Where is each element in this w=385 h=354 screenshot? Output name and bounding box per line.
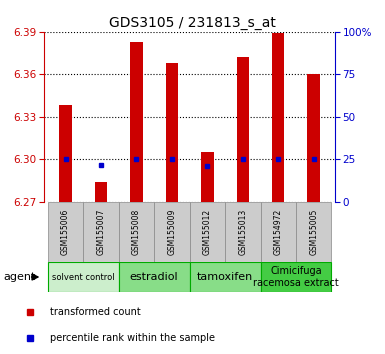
Bar: [225, 202, 261, 262]
Bar: [201, 152, 214, 202]
Text: GDS3105 / 231813_s_at: GDS3105 / 231813_s_at: [109, 16, 276, 30]
Bar: [119, 202, 154, 262]
Text: tamoxifen: tamoxifen: [197, 272, 253, 282]
Bar: [308, 74, 320, 202]
Bar: [261, 202, 296, 262]
Text: percentile rank within the sample: percentile rank within the sample: [50, 333, 216, 343]
Bar: [236, 57, 249, 202]
Bar: [95, 182, 107, 202]
Text: Cimicifuga
racemosa extract: Cimicifuga racemosa extract: [253, 266, 339, 288]
Text: transformed count: transformed count: [50, 307, 141, 317]
Text: GSM154972: GSM154972: [274, 209, 283, 255]
Bar: [83, 202, 119, 262]
Bar: [296, 202, 331, 262]
Bar: [166, 63, 178, 202]
Bar: [130, 42, 143, 202]
Text: GSM155009: GSM155009: [167, 209, 176, 255]
Text: solvent control: solvent control: [52, 273, 115, 281]
Bar: [190, 262, 261, 292]
Text: GSM155005: GSM155005: [309, 209, 318, 255]
Text: estradiol: estradiol: [130, 272, 179, 282]
Bar: [48, 262, 119, 292]
Text: GSM155008: GSM155008: [132, 209, 141, 255]
Bar: [119, 262, 190, 292]
Text: GSM155007: GSM155007: [97, 209, 105, 255]
Bar: [272, 33, 285, 202]
Text: GSM155013: GSM155013: [238, 209, 247, 255]
Bar: [261, 262, 331, 292]
Text: GSM155006: GSM155006: [61, 209, 70, 255]
Text: GSM155012: GSM155012: [203, 209, 212, 255]
Bar: [190, 202, 225, 262]
Bar: [59, 105, 72, 202]
Bar: [154, 202, 190, 262]
Bar: [48, 202, 83, 262]
Text: agent: agent: [4, 272, 36, 282]
